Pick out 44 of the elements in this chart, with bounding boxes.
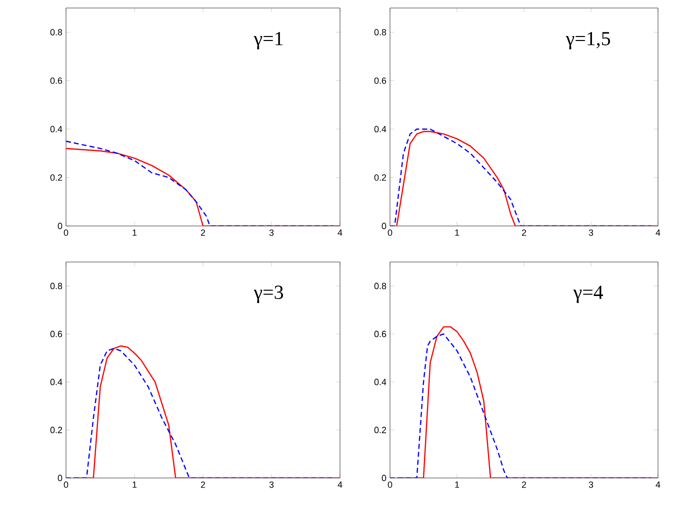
x-tick-label: 0 (388, 230, 392, 236)
x-tick-label: 4 (656, 482, 660, 488)
y-tick-label: 0 (58, 474, 62, 482)
x-tick-label: 3 (588, 482, 594, 488)
x-tick-label: 0 (64, 482, 68, 488)
y-tick-label: 0.6 (50, 77, 62, 84)
annotation: γ=3 (254, 286, 283, 304)
y-tick-label: 0.4 (50, 378, 62, 386)
x-tick-label: 4 (338, 482, 342, 488)
x-tick-label: 0 (388, 482, 392, 488)
annotation: γ=1,5 (566, 32, 610, 50)
y-tick-label: 0.8 (374, 29, 386, 36)
x-tick-label: 4 (338, 230, 342, 236)
annotation: γ=4 (573, 286, 604, 304)
y-tick-label: 0.4 (374, 378, 386, 386)
y-tick-label: 0.6 (50, 330, 62, 338)
x-tick-label: 0 (64, 230, 68, 236)
y-tick-label: 0.4 (374, 126, 386, 132)
y-tick-label: 0.8 (50, 29, 62, 36)
x-tick-label: 2 (522, 230, 526, 236)
annotation: γ=1 (254, 32, 283, 50)
y-tick-label: 0.2 (374, 426, 386, 434)
x-tick-label: 1 (132, 230, 137, 236)
y-tick-label: 0.8 (374, 282, 386, 290)
x-tick-label: 3 (588, 230, 594, 236)
y-tick-label: 0 (382, 474, 386, 482)
x-tick-label: 3 (269, 230, 274, 236)
x-tick-label: 2 (200, 482, 206, 488)
y-tick-label: 0.6 (374, 330, 386, 338)
y-tick-label: 0.8 (50, 282, 62, 290)
y-tick-label: 0.6 (374, 77, 386, 84)
x-tick-label: 1 (132, 482, 137, 488)
x-tick-label: 1 (455, 230, 460, 236)
y-tick-label: 0 (382, 222, 386, 230)
x-tick-label: 4 (656, 230, 660, 236)
x-tick-label: 3 (269, 482, 274, 488)
y-tick-label: 0.2 (50, 174, 62, 181)
x-tick-label: 2 (522, 482, 526, 488)
y-tick-label: 0.4 (50, 126, 62, 132)
x-tick-label: 1 (455, 482, 460, 488)
y-tick-label: 0.2 (50, 426, 62, 434)
y-tick-label: 0 (58, 222, 62, 230)
y-tick-label: 0.2 (374, 174, 386, 181)
x-tick-label: 2 (200, 230, 206, 236)
